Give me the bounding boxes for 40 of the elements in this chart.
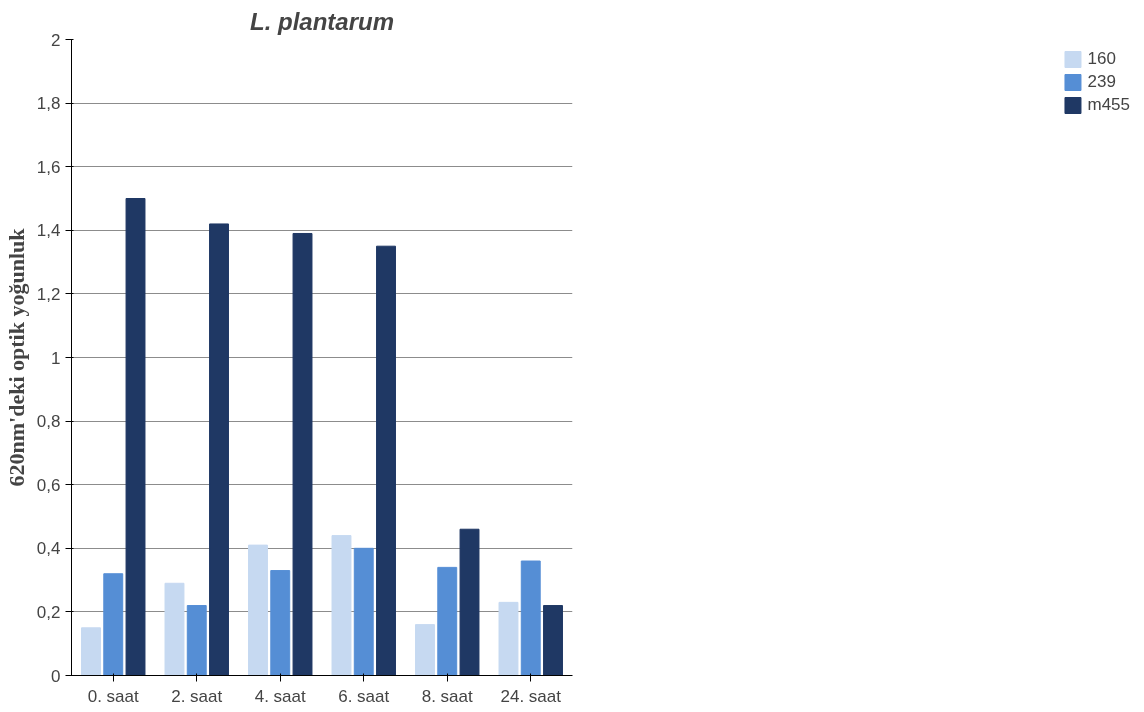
y-tick-label: 0,2	[36, 602, 61, 622]
bar	[164, 582, 185, 676]
bar	[292, 232, 313, 676]
bar	[331, 535, 352, 676]
chart-title: L. plantarum	[249, 7, 395, 35]
bar	[81, 627, 101, 676]
y-tick-label: 0,8	[36, 412, 61, 432]
y-tick-label: 1,6	[36, 157, 61, 177]
bar	[353, 547, 374, 676]
bar	[248, 544, 268, 676]
y-tick-label: 2	[51, 30, 61, 50]
y-tick-label: 1	[51, 348, 61, 368]
y-tick-label: 1,8	[36, 94, 61, 114]
bar	[415, 624, 435, 676]
bar	[186, 605, 207, 676]
y-tick-label: 0,6	[36, 475, 61, 495]
y-tick-label: 1,4	[36, 221, 61, 241]
y-tick-label: 0,4	[36, 539, 61, 559]
x-tick-label: 2. saat	[171, 686, 223, 706]
y-tick-label: 0	[51, 666, 61, 686]
bar	[209, 223, 229, 676]
legend-label: 160	[1087, 49, 1116, 69]
legend-label: m455	[1087, 95, 1130, 115]
legend-label: 239	[1087, 72, 1116, 92]
y-axis-title: 620nm'deki optik yoğunluk	[3, 227, 29, 487]
bar	[103, 573, 124, 676]
x-tick-label: 0. saat	[87, 686, 140, 706]
bar	[125, 198, 146, 676]
bar	[270, 570, 291, 676]
x-tick-label: 6. saat	[338, 686, 390, 706]
bar	[437, 566, 458, 676]
bar	[459, 528, 480, 676]
x-tick-label: 4. saat	[254, 686, 307, 706]
bar	[543, 605, 563, 676]
y-tick-label: 1,2	[36, 284, 61, 304]
x-tick-label: 24. saat	[500, 686, 562, 706]
bar	[520, 560, 541, 676]
bar	[376, 245, 396, 676]
x-tick-label: 8. saat	[421, 686, 474, 706]
bar	[498, 601, 519, 676]
